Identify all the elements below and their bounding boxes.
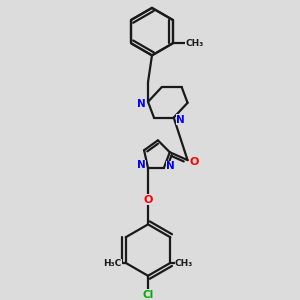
Text: N: N (137, 160, 146, 170)
Text: N: N (176, 115, 185, 124)
Text: O: O (190, 157, 199, 167)
Text: N: N (167, 161, 175, 171)
Text: Cl: Cl (142, 290, 154, 300)
Text: CH₃: CH₃ (175, 260, 193, 268)
Text: O: O (143, 195, 153, 205)
Text: H₃C: H₃C (103, 260, 121, 268)
Text: CH₃: CH₃ (185, 39, 203, 48)
Text: N: N (137, 99, 146, 109)
